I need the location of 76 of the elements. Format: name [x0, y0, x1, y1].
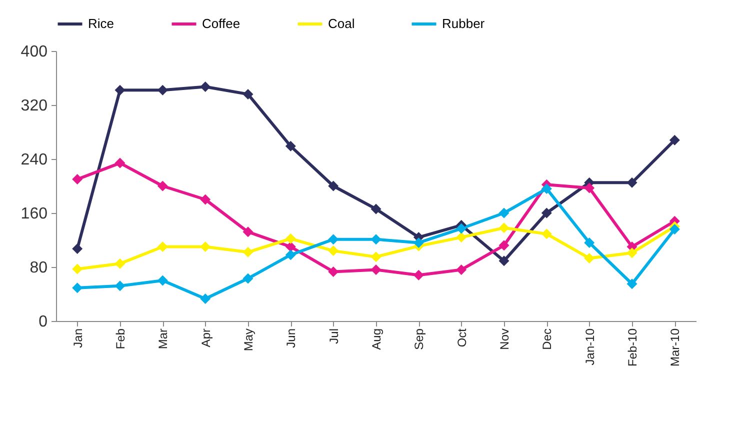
point	[114, 158, 126, 168]
x-tick-label: Jul	[326, 328, 341, 344]
point	[157, 275, 168, 286]
point	[498, 240, 510, 251]
point	[114, 84, 126, 96]
point	[200, 82, 211, 92]
point	[626, 278, 638, 290]
point	[200, 242, 211, 252]
y-tick-label: 320	[20, 98, 48, 114]
x-tick-label: Jan	[70, 328, 85, 348]
y-tick-label: 160	[20, 206, 48, 222]
point	[498, 208, 510, 218]
point	[285, 250, 296, 260]
point	[498, 222, 510, 234]
point	[72, 264, 83, 274]
legend-label: Rice	[88, 16, 114, 31]
point	[370, 204, 382, 214]
point	[328, 246, 339, 256]
x-tick-label: Apr	[198, 328, 213, 348]
point	[242, 246, 254, 258]
x-tick-label: Oct	[454, 328, 469, 348]
x-tick-label: Jan-10	[582, 328, 597, 366]
x-tick-label: May	[242, 328, 256, 352]
point	[157, 84, 168, 96]
y-tick-label: 80	[30, 260, 48, 276]
point	[328, 180, 339, 192]
y-tick-label: 400	[20, 44, 48, 60]
legend-label: Coal	[328, 16, 355, 31]
x-tick-label: Mar-10	[668, 328, 682, 367]
point	[157, 180, 168, 192]
x-tick-label: Feb-10	[626, 328, 640, 367]
point	[200, 293, 211, 304]
point	[285, 233, 296, 244]
point	[456, 232, 467, 243]
point	[370, 264, 382, 275]
point	[114, 280, 126, 292]
point	[200, 194, 211, 205]
point	[413, 270, 424, 280]
point	[242, 226, 254, 238]
x-tick-label: Nov	[498, 328, 512, 350]
point	[413, 237, 424, 248]
y-tick-label: 0	[38, 314, 48, 330]
point	[669, 134, 680, 146]
point	[72, 174, 83, 184]
point	[626, 248, 638, 258]
point	[328, 234, 339, 245]
x-tick-label: Aug	[370, 328, 384, 350]
x-tick-label: Mar	[156, 328, 170, 350]
y-tick-label: 240	[20, 152, 48, 168]
legend-label: Rubber	[442, 16, 486, 31]
x-tick-label: Sep	[412, 328, 426, 350]
point	[370, 234, 382, 245]
point	[242, 88, 254, 100]
point	[541, 208, 552, 218]
point	[626, 177, 638, 188]
point	[72, 244, 83, 254]
point	[584, 182, 595, 194]
point	[456, 223, 467, 234]
point	[157, 242, 168, 252]
x-tick-label: Jun	[284, 328, 298, 348]
point	[242, 273, 254, 284]
point	[584, 237, 595, 248]
x-tick-label: Dec	[540, 328, 554, 350]
point	[541, 183, 552, 194]
point	[541, 228, 552, 240]
point	[328, 266, 339, 277]
x-tick-label: Feb	[114, 328, 128, 350]
point	[498, 256, 510, 266]
point	[370, 252, 382, 262]
point	[285, 140, 296, 152]
legend-label: Coffee	[202, 16, 240, 31]
point	[669, 224, 680, 234]
point	[72, 282, 83, 294]
point	[584, 252, 595, 264]
point	[456, 264, 467, 275]
point	[114, 258, 126, 269]
